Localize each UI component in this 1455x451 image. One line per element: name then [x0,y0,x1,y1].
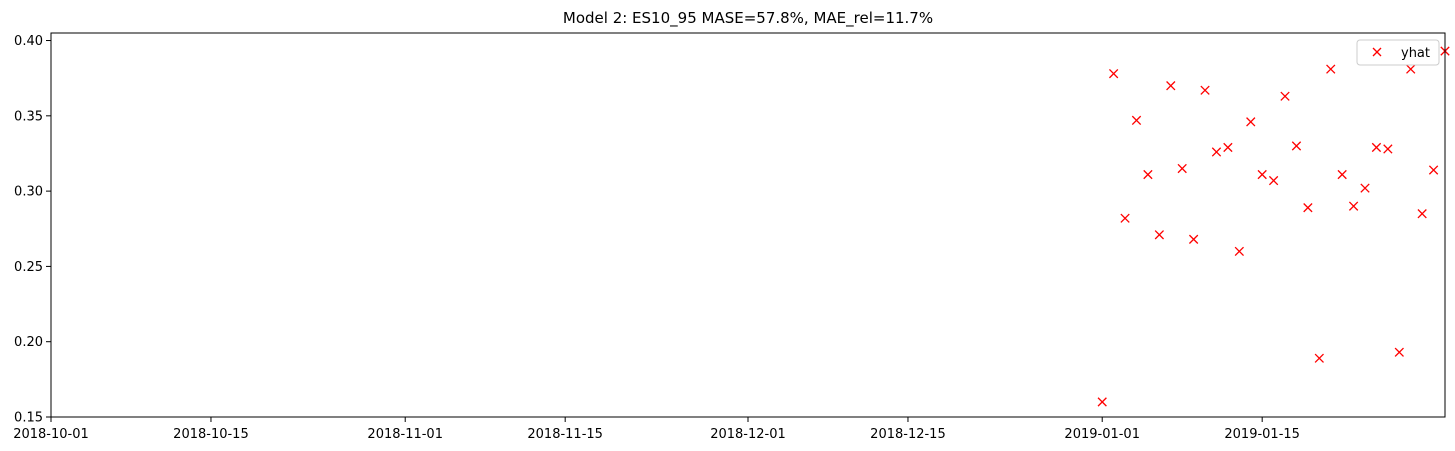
data-point [1303,203,1313,213]
data-point [1428,165,1439,175]
y-axis-ticks: 0.15 0.20 0.25 0.30 0.35 0.40 [14,34,51,426]
data-point [1257,169,1267,180]
chart-title: Model 2: ES10_95 MASE=57.8%, MAE_rel=11.… [563,9,933,28]
x-tick-label: 2018-11-01 [367,427,443,442]
x-tick-label: 2018-12-15 [870,427,946,442]
data-point [1326,64,1336,74]
data-point [1120,213,1130,223]
x-tick-label: 2018-12-01 [710,427,786,442]
x-tick-label: 2019-01-15 [1224,427,1300,442]
y-tick-label: 0.30 [14,185,43,200]
data-point [1108,68,1119,79]
data-point [1383,144,1393,154]
data-point [1337,169,1347,180]
data-point [1223,142,1233,153]
legend-label-yhat: yhat [1401,46,1430,61]
y-tick-label: 0.40 [14,34,43,49]
data-point [1394,347,1404,357]
y-tick-label: 0.35 [14,109,43,124]
data-point [1131,115,1142,126]
data-point [1280,91,1290,101]
y-tick-label: 0.15 [14,411,43,426]
data-point [1268,175,1279,186]
data-point [1348,201,1359,211]
legend-box [1356,39,1440,66]
x-tick-label: 2018-10-01 [13,427,89,442]
x-axis-ticks: 2018-10-01 2018-10-15 2018-11-01 2018-11-15… [13,417,1300,442]
x-tick-label: 2019-01-01 [1064,427,1140,442]
legend: yhat [1356,39,1440,66]
plot-marks [1097,46,1450,407]
data-point [1177,163,1187,174]
data-point [1143,169,1153,180]
data-point [1371,142,1382,153]
data-point [1417,209,1427,219]
y-tick-label: 0.25 [14,260,43,275]
data-point [1314,353,1324,363]
x-tick-label: 2018-11-15 [527,427,603,442]
data-point [1234,246,1244,257]
legend-marker [1372,47,1382,57]
data-point [1246,117,1256,127]
plot-area-frame [50,32,1446,418]
data-point [1406,64,1416,74]
y-tick-label: 0.20 [14,335,43,350]
data-point [1154,230,1165,240]
data-point [1291,141,1302,151]
data-point [1166,81,1176,91]
x-tick-label: 2018-10-15 [173,427,249,442]
data-point [1200,85,1210,95]
data-point [1211,147,1222,157]
data-point [1360,183,1370,193]
data-point [1097,397,1107,407]
data-point [1188,234,1199,244]
